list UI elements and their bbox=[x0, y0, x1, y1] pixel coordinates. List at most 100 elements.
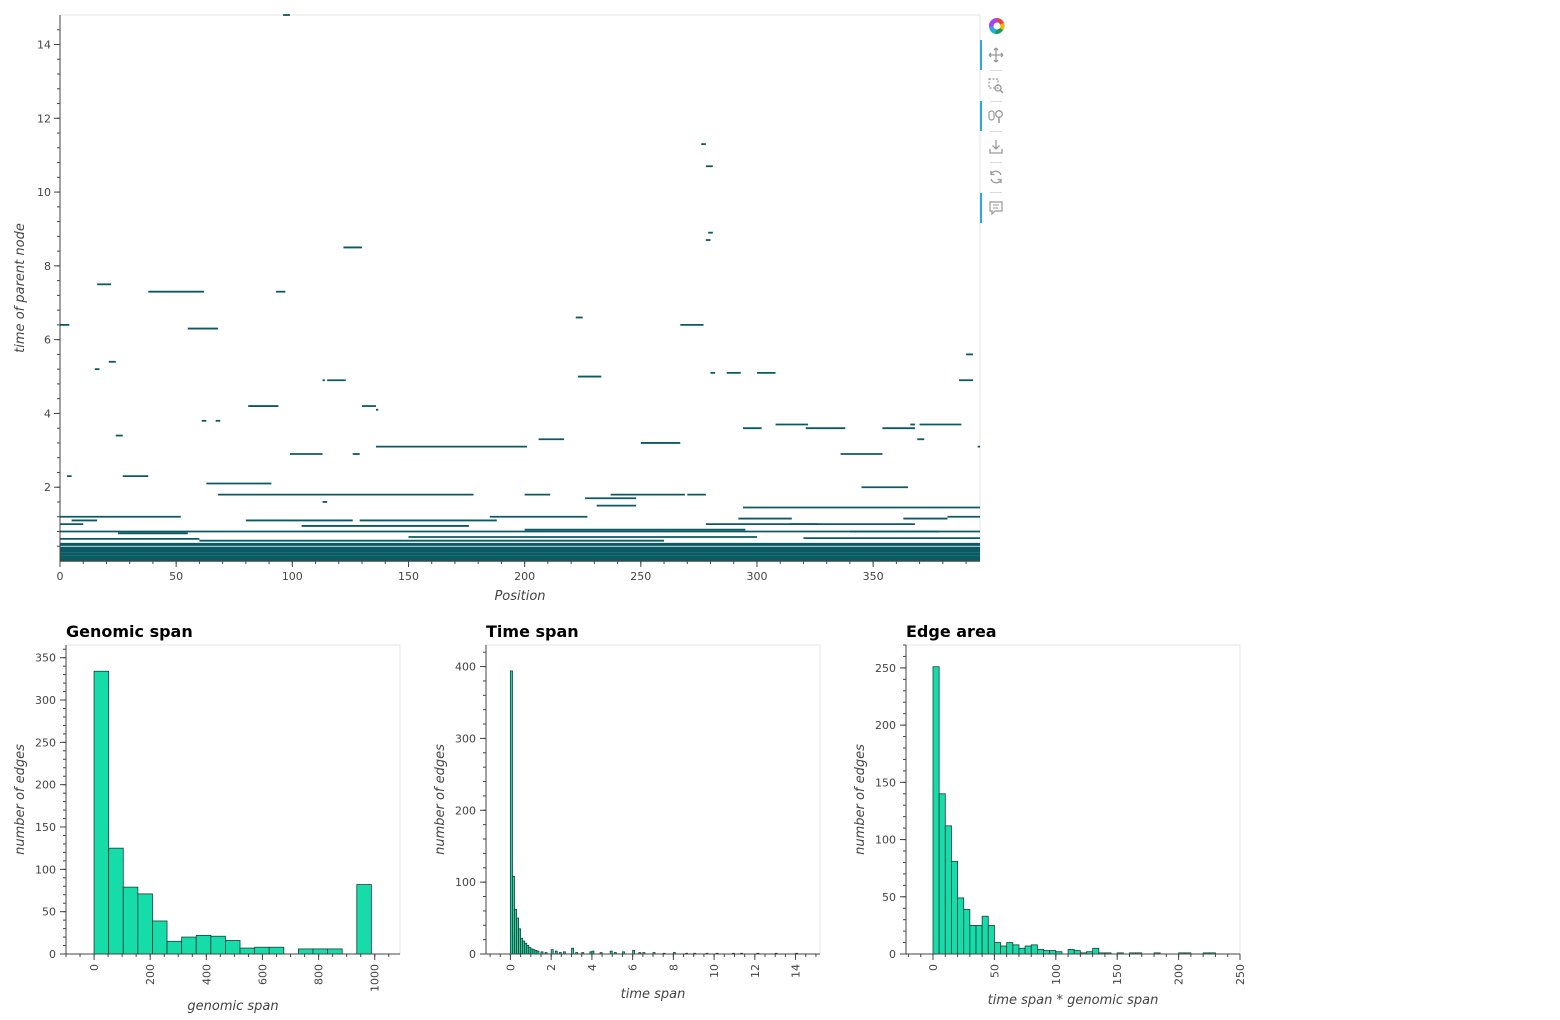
x-tick-label: 50 bbox=[169, 570, 183, 583]
histogram-bar bbox=[1049, 950, 1057, 955]
tool-active-indicator bbox=[980, 40, 982, 70]
histogram-bar bbox=[1036, 949, 1044, 955]
x-tick-label: 300 bbox=[746, 570, 767, 583]
hover-tool-button[interactable] bbox=[980, 193, 1012, 223]
x-tick-label: 1000 bbox=[369, 964, 382, 992]
bars-group bbox=[932, 666, 1216, 955]
histogram-bar bbox=[550, 949, 554, 955]
reset-tool-button[interactable] bbox=[980, 162, 1012, 192]
bokeh-logo-glyph bbox=[988, 17, 1005, 35]
x-tick-label: 800 bbox=[313, 964, 326, 985]
histogram-bar bbox=[1006, 942, 1014, 955]
x-tick-label: 200 bbox=[1173, 964, 1186, 985]
histogram-bar bbox=[957, 897, 965, 955]
pan-icon bbox=[988, 47, 1004, 63]
histogram-bar bbox=[932, 666, 940, 955]
histogram-bar bbox=[239, 947, 256, 955]
x-tick-label: 0 bbox=[57, 570, 64, 583]
hover-icon bbox=[989, 201, 1003, 216]
x-axis-label: genomic span bbox=[187, 999, 278, 1014]
x-tick-label: 8 bbox=[667, 964, 680, 971]
y-tick-label: 14 bbox=[37, 39, 51, 52]
y-tick-label: 150 bbox=[875, 776, 896, 789]
x-tick-label: 0 bbox=[927, 964, 940, 971]
save-tool-button[interactable] bbox=[980, 132, 1012, 162]
histogram-bar bbox=[1043, 950, 1051, 955]
y-tick-label: 100 bbox=[35, 863, 56, 876]
x-tick-label: 0 bbox=[504, 964, 517, 971]
x-axis-label: time span * genomic span bbox=[988, 993, 1159, 1008]
x-tick-label: 150 bbox=[398, 570, 419, 583]
bars-group bbox=[93, 670, 372, 955]
y-axis-label: number of edges bbox=[853, 744, 868, 855]
tool-active-indicator bbox=[980, 101, 982, 131]
x-tick-label: 200 bbox=[514, 570, 535, 583]
x-tick-label: 10 bbox=[708, 964, 721, 978]
x-tick-label: 600 bbox=[256, 964, 269, 985]
plot-title: Edge area bbox=[906, 622, 997, 641]
histogram-bar bbox=[312, 948, 328, 955]
x-tick-label: 14 bbox=[790, 964, 803, 978]
toolbar-divider bbox=[990, 70, 1002, 71]
x-tick-label: 100 bbox=[282, 570, 303, 583]
y-tick-label: 150 bbox=[35, 821, 56, 834]
histogram-bar bbox=[268, 946, 285, 955]
histogram-bar bbox=[122, 886, 139, 955]
y-tick-label: 350 bbox=[35, 652, 56, 665]
toolbar-divider bbox=[990, 192, 1002, 193]
histogram-bar bbox=[137, 893, 153, 955]
y-tick-label: 50 bbox=[882, 891, 896, 904]
y-tick-label: 300 bbox=[455, 732, 476, 745]
x-tick-label: 2 bbox=[545, 964, 558, 971]
box-zoom-icon bbox=[988, 78, 1004, 94]
plot-frame bbox=[59, 14, 981, 562]
histogram-bar bbox=[987, 924, 995, 955]
histogram-bar bbox=[963, 908, 971, 955]
toolbar-divider bbox=[990, 131, 1002, 132]
y-tick-label: 2 bbox=[44, 481, 51, 494]
histogram-bar bbox=[356, 884, 372, 955]
histogram-bar bbox=[108, 847, 124, 955]
y-tick-label: 50 bbox=[42, 906, 56, 919]
plot-title: Time span bbox=[486, 622, 579, 641]
histogram-bar bbox=[632, 950, 636, 955]
plot-frame bbox=[65, 644, 401, 955]
tool-active-indicator bbox=[980, 193, 982, 223]
histogram-bar bbox=[195, 934, 212, 955]
x-tick-label: 4 bbox=[586, 964, 599, 971]
histogram-bar bbox=[1000, 945, 1008, 955]
y-axis-label: number of edges bbox=[433, 744, 448, 855]
y-axis-label: number of edges bbox=[13, 744, 28, 855]
bokeh-logo-icon[interactable] bbox=[980, 10, 1012, 40]
pan-tool-button[interactable] bbox=[980, 40, 1012, 70]
plot-title: Genomic span bbox=[66, 622, 193, 641]
y-tick-label: 300 bbox=[35, 694, 56, 707]
histogram-bar bbox=[166, 940, 183, 955]
histogram-bar bbox=[1092, 947, 1100, 955]
x-tick-label: 350 bbox=[863, 570, 884, 583]
histogram-bar bbox=[981, 915, 989, 955]
x-tick-label: 200 bbox=[144, 964, 157, 985]
histogram-bar bbox=[210, 935, 226, 955]
histogram-bar bbox=[93, 670, 110, 955]
histogram-bar bbox=[1030, 944, 1038, 955]
histogram-bar bbox=[327, 948, 343, 955]
y-tick-label: 250 bbox=[875, 662, 896, 675]
x-tick-label: 50 bbox=[988, 964, 1001, 978]
x-tick-label: 0 bbox=[88, 964, 101, 971]
histogram-bar bbox=[1018, 947, 1026, 955]
y-tick-label: 0 bbox=[469, 948, 476, 961]
y-tick-label: 6 bbox=[44, 334, 51, 347]
x-tick-label: 100 bbox=[1050, 964, 1063, 985]
y-tick-label: 100 bbox=[875, 834, 896, 847]
box-zoom-tool-button[interactable] bbox=[980, 71, 1012, 101]
y-tick-label: 0 bbox=[889, 948, 896, 961]
x-tick-label: 400 bbox=[200, 964, 213, 985]
histogram-bar bbox=[571, 947, 574, 955]
y-tick-label: 10 bbox=[37, 186, 51, 199]
y-axis-label: time of parent node bbox=[13, 223, 28, 353]
y-tick-label: 12 bbox=[37, 112, 51, 125]
histogram-bar bbox=[969, 924, 977, 955]
histogram-bar bbox=[951, 860, 958, 955]
wheel-zoom-tool-button[interactable] bbox=[980, 101, 1012, 131]
